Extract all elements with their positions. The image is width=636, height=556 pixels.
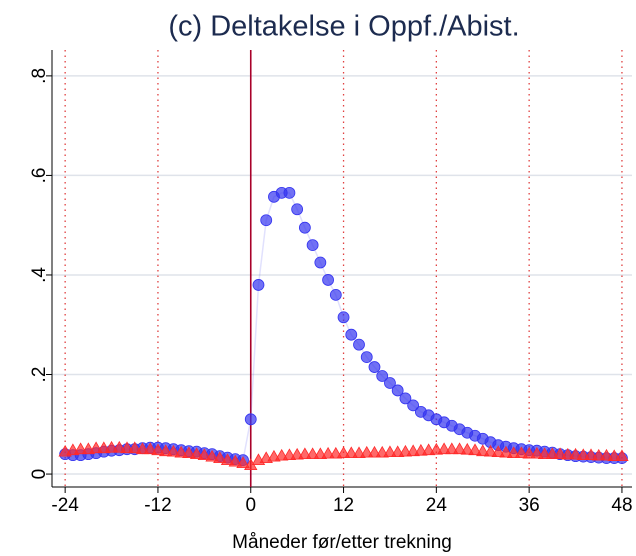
x-tick-label: 48 — [611, 495, 632, 516]
marker — [615, 449, 629, 462]
marker — [236, 456, 250, 469]
marker — [384, 377, 396, 389]
marker — [244, 413, 257, 426]
marker — [353, 338, 365, 351]
marker — [553, 447, 567, 460]
marker — [306, 239, 319, 252]
marker — [213, 451, 227, 464]
marker — [452, 442, 467, 455]
marker — [322, 274, 334, 286]
marker — [314, 256, 327, 269]
marker — [514, 446, 529, 459]
x-tick-label: 0 — [245, 495, 256, 516]
marker — [143, 442, 157, 455]
marker — [337, 311, 350, 324]
marker — [499, 445, 513, 458]
chart-title: (c) Deltakelse i Oppf./Abist. — [168, 11, 519, 43]
marker — [368, 361, 381, 373]
marker — [151, 443, 165, 456]
marker — [158, 444, 173, 457]
marker — [584, 448, 598, 461]
x-tick-label: 36 — [519, 495, 540, 516]
marker — [483, 444, 498, 457]
marker — [283, 186, 296, 199]
y-tick-label: 0 — [29, 469, 50, 480]
x-tick-label: -24 — [51, 495, 79, 516]
marker — [252, 279, 265, 291]
y-tick-label: .8 — [29, 68, 50, 84]
marker — [360, 351, 373, 363]
marker — [491, 445, 505, 458]
marker — [298, 221, 311, 234]
y-tick-label: .4 — [29, 267, 50, 283]
marker — [329, 288, 342, 301]
marker — [112, 440, 126, 453]
marker — [399, 392, 412, 405]
marker — [228, 454, 242, 467]
marker — [568, 447, 583, 460]
y-tick-label: .6 — [29, 167, 50, 183]
x-tick-label: 12 — [333, 495, 354, 516]
marker — [468, 443, 482, 456]
marker — [599, 448, 614, 461]
x-tick-label: -12 — [144, 495, 171, 516]
marker — [460, 442, 474, 455]
marker — [407, 399, 420, 412]
marker — [220, 453, 235, 466]
marker — [189, 447, 204, 460]
marker — [291, 203, 304, 216]
marker — [197, 448, 212, 461]
marker — [174, 445, 188, 458]
marker — [182, 446, 196, 459]
marker — [476, 444, 490, 457]
marker — [530, 446, 544, 459]
y-tick-label: .2 — [29, 367, 50, 383]
marker — [128, 441, 142, 454]
x-axis-label: Måneder før/etter trekning — [232, 532, 452, 553]
marker — [166, 444, 181, 457]
marker — [205, 449, 219, 462]
x-tick-label: 24 — [426, 495, 448, 516]
marker — [391, 384, 404, 397]
marker — [345, 328, 358, 341]
marker — [260, 214, 273, 227]
marker — [376, 370, 389, 382]
